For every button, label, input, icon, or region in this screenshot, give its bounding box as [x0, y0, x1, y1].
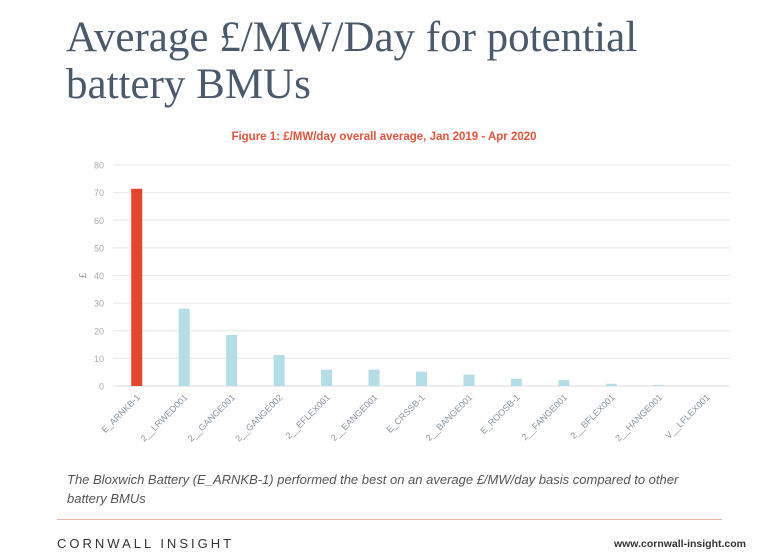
bar-e-arnkb-1 — [131, 188, 143, 386]
x-tick-label: E_CRSSB-1 — [384, 392, 426, 434]
bar-2-lrwed001 — [178, 308, 190, 386]
slide-title: Average £/MW/Day for potential battery B… — [66, 14, 638, 108]
website-link[interactable]: www.cornwall-insight.com — [613, 538, 746, 550]
bar-2-hange001 — [653, 384, 665, 386]
footer-divider — [57, 519, 722, 520]
chart-title: Figure 1: £/MW/day overall average, Jan … — [231, 131, 537, 143]
x-tick-label: 2__BANGE001 — [424, 392, 475, 443]
bar-2-eange001 — [368, 369, 380, 386]
bar-e-roosb-1 — [510, 378, 522, 386]
x-tick-label: 2__EFLEX001 — [284, 392, 332, 440]
brand-logo: CORNWALL INSIGHT — [57, 536, 235, 551]
y-axis-label: £ — [78, 272, 89, 278]
y-axis-ticks: 0 10 20 30 40 50 60 70 80 — [94, 161, 104, 392]
y-tick-label: 60 — [94, 216, 104, 226]
x-axis-ticks: E_ARNKB-12__LRWED0012__GANGE0012__GANGE0… — [100, 392, 712, 443]
y-tick-label: 10 — [94, 354, 104, 364]
x-tick-label: 2__GANGE002 — [233, 392, 284, 443]
x-tick-label: 2__EANGE001 — [329, 392, 380, 443]
bar-2-bflex001 — [605, 383, 617, 386]
bar-2-gange001 — [226, 334, 238, 386]
x-tick-label: 2__HANGE001 — [613, 392, 664, 443]
bar-e-crssb-1 — [416, 371, 427, 386]
y-tick-label: 50 — [94, 243, 104, 253]
bars — [131, 188, 665, 386]
y-tick-label: 40 — [94, 271, 104, 281]
y-tick-label: 70 — [94, 188, 104, 198]
x-tick-label: E_ROOSB-1 — [478, 392, 522, 436]
bar-2-fange001 — [558, 380, 570, 386]
x-tick-label: 2__BFLEX001 — [568, 392, 616, 440]
x-tick-label: 2__FANGE001 — [519, 392, 569, 442]
x-tick-label: E_ARNKB-1 — [100, 392, 142, 434]
y-tick-label: 30 — [94, 299, 104, 309]
bar-2-gange002 — [273, 355, 285, 386]
y-tick-label: 0 — [99, 382, 104, 392]
bar-2-bange001 — [463, 374, 475, 386]
x-tick-label: V__LFLEX001 — [663, 392, 711, 440]
chart-caption: The Bloxwich Battery (E_ARNKB-1) perform… — [67, 472, 679, 506]
y-tick-label: 80 — [94, 161, 104, 171]
x-tick-label: 2__LRWED001 — [138, 392, 189, 443]
gridlines — [113, 164, 730, 387]
x-tick-label: 2__GANGE001 — [186, 392, 237, 443]
bar-2-eflex001 — [321, 369, 333, 386]
bar-chart: 0 10 20 30 40 50 60 70 80 £ E_ARNKB-12__LRWED001… — [78, 161, 730, 444]
y-tick-label: 20 — [94, 326, 104, 336]
